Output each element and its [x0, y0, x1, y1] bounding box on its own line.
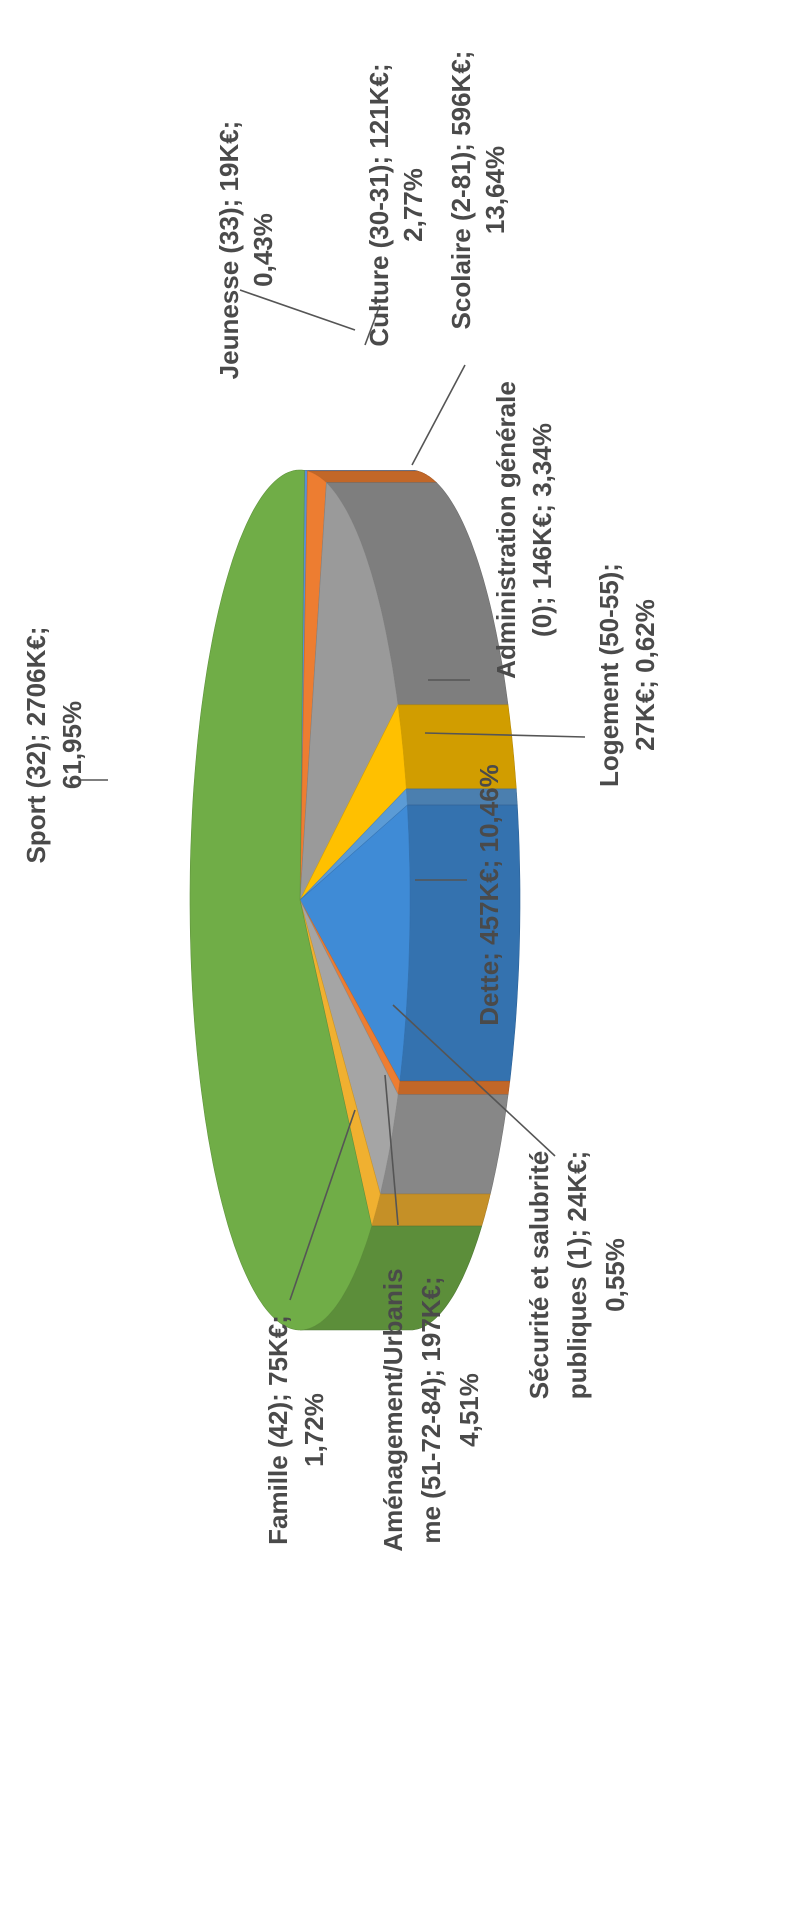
label-amenagement: Aménagement/Urbanis me (51-72-84); 197K€;…	[378, 1268, 484, 1551]
leader-scolaire	[411, 364, 466, 466]
leader-jeunesse	[239, 289, 356, 331]
leader-famille	[289, 1109, 356, 1301]
label-securite-line-1: publiques (1); 24K€;	[562, 1151, 592, 1399]
label-administration-line-0: Administration générale	[491, 381, 521, 679]
label-famille-line-1: 1,72%	[299, 1393, 329, 1467]
label-logement: Logement (50-55); 27K€; 0,62%	[594, 563, 660, 787]
label-dette-line-0: Dette; 457K€; 10,46%	[474, 764, 504, 1026]
pie-body	[189, 469, 521, 1331]
label-scolaire-line-0: Scolaire (2-81); 596K€;	[446, 51, 476, 330]
slice-dette	[299, 804, 411, 1083]
label-culture: Culture (30-31); 121K€; 2,77%	[364, 63, 428, 346]
slice-sport	[189, 469, 373, 1331]
leader-amenagement	[384, 1074, 399, 1226]
label-administration-line-1: (0); 146K€; 3,34%	[527, 423, 557, 637]
leader-logement	[424, 732, 586, 738]
slice-scolaire	[299, 481, 399, 901]
label-amenagement-line-2: 4,51%	[454, 1373, 484, 1447]
leader-culture	[364, 304, 381, 346]
label-securite-line-2: 0,55%	[600, 1238, 630, 1312]
slice-securite	[299, 899, 401, 1096]
label-amenagement-line-1: me (51-72-84); 197K€;	[416, 1276, 446, 1543]
leader-securite	[392, 1004, 556, 1157]
label-jeunesse: Jeunesse (33); 19K€; 0,43%	[214, 121, 278, 380]
slice-famille	[299, 899, 381, 1227]
label-jeunesse-line-1: 0,43%	[248, 213, 278, 287]
slice-amenagement	[299, 899, 399, 1195]
label-administration: Administration générale (0); 146K€; 3,34%	[491, 381, 557, 679]
label-dette: Dette; 457K€; 10,46%	[474, 764, 504, 1026]
leader-lines	[80, 289, 586, 1301]
label-logement-line-0: Logement (50-55);	[594, 563, 624, 787]
slice-logement	[299, 788, 408, 901]
slice-administration	[299, 703, 407, 901]
label-famille: Famille (42); 75K€; 1,72%	[263, 1315, 329, 1545]
label-culture-line-1: 2,77%	[398, 168, 428, 242]
side-securite	[397, 1080, 511, 1095]
side-famille	[371, 1193, 491, 1227]
label-sport: Sport (32); 2706K€; 61,95%	[21, 627, 87, 864]
label-amenagement-line-0: Aménagement/Urbanis	[378, 1268, 408, 1551]
label-culture-line-0: Culture (30-31); 121K€;	[364, 63, 394, 346]
label-logement-line-1: 27K€; 0,62%	[630, 599, 660, 751]
label-securite-line-0: Sécurité et salubrité	[524, 1151, 554, 1400]
label-scolaire: Scolaire (2-81); 596K€; 13,64%	[446, 51, 510, 330]
label-sport-line-1: 61,95%	[57, 701, 87, 789]
label-scolaire-line-1: 13,64%	[480, 146, 510, 234]
label-famille-line-0: Famille (42); 75K€;	[263, 1315, 293, 1545]
side-amenagement	[379, 1094, 509, 1195]
data-labels: Jeunesse (33); 19K€; 0,43% Culture (30-31)…	[21, 51, 660, 1552]
side-culture	[307, 470, 438, 483]
label-securite: Sécurité et salubrité publiques (1); 24K€…	[524, 1151, 630, 1400]
label-jeunesse-line-0: Jeunesse (33); 19K€;	[214, 121, 244, 380]
label-sport-line-0: Sport (32); 2706K€;	[21, 627, 51, 864]
